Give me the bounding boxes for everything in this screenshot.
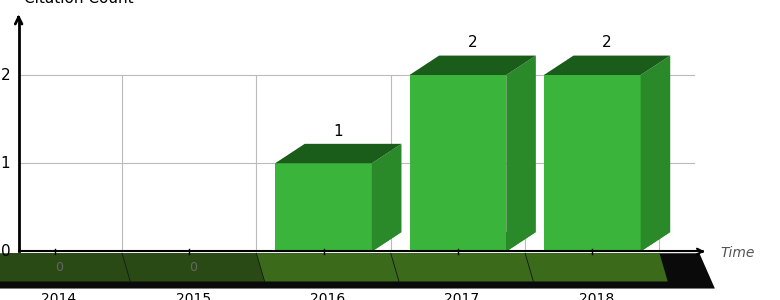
Text: 2018: 2018 [579, 292, 614, 300]
Text: 2015: 2015 [176, 292, 211, 300]
Text: 2: 2 [468, 35, 477, 50]
Polygon shape [122, 253, 264, 281]
Text: Time: Time [720, 246, 754, 260]
Polygon shape [275, 144, 402, 163]
Polygon shape [640, 56, 670, 251]
Text: 0: 0 [55, 261, 63, 274]
Text: 2014: 2014 [41, 292, 76, 300]
Text: 0: 0 [1, 244, 10, 259]
Polygon shape [525, 253, 668, 281]
Polygon shape [0, 253, 715, 289]
Polygon shape [372, 144, 402, 251]
Polygon shape [0, 253, 130, 281]
Text: 1: 1 [1, 156, 10, 171]
Polygon shape [391, 253, 534, 281]
Polygon shape [544, 232, 670, 251]
Polygon shape [544, 75, 640, 251]
Text: 2: 2 [602, 35, 612, 50]
Text: Citation Count: Citation Count [23, 0, 133, 6]
Polygon shape [410, 75, 506, 251]
Text: 1: 1 [334, 124, 343, 139]
Text: 2: 2 [1, 68, 10, 82]
Text: 2016: 2016 [310, 292, 346, 300]
Polygon shape [257, 253, 399, 281]
Polygon shape [275, 232, 402, 251]
Polygon shape [410, 232, 536, 251]
Text: 0: 0 [190, 261, 197, 274]
Polygon shape [544, 56, 670, 75]
Polygon shape [506, 56, 536, 251]
Text: 2017: 2017 [445, 292, 480, 300]
Polygon shape [275, 163, 372, 251]
Polygon shape [410, 56, 536, 75]
